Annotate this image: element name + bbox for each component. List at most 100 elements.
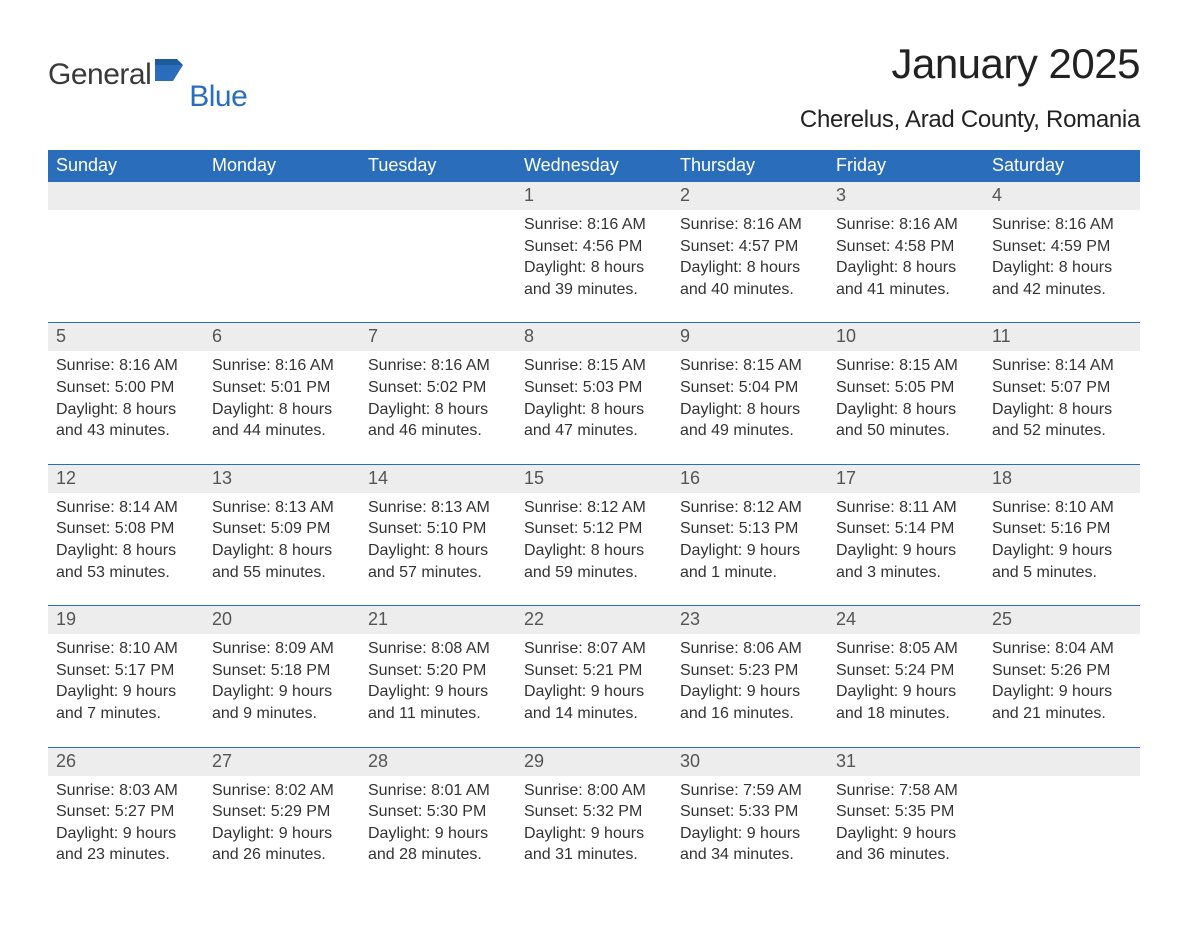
day-data: Sunrise: 8:15 AMSunset: 5:04 PMDaylight:… — [672, 351, 828, 441]
sunrise-line: Sunrise: 8:14 AM — [56, 497, 196, 519]
calendar-cell — [984, 747, 1140, 888]
calendar-cell: 2Sunrise: 8:16 AMSunset: 4:57 PMDaylight… — [672, 182, 828, 323]
day-data: Sunrise: 8:07 AMSunset: 5:21 PMDaylight:… — [516, 634, 672, 724]
calendar-cell: 7Sunrise: 8:16 AMSunset: 5:02 PMDaylight… — [360, 323, 516, 464]
sunset-line: Sunset: 5:02 PM — [368, 377, 508, 399]
sunset-line: Sunset: 5:20 PM — [368, 660, 508, 682]
calendar-body: 1Sunrise: 8:16 AMSunset: 4:56 PMDaylight… — [48, 182, 1140, 888]
dayhdr-monday: Monday — [204, 150, 360, 182]
calendar-table: Sunday Monday Tuesday Wednesday Thursday… — [48, 150, 1140, 888]
daylight-line-1: Daylight: 8 hours — [524, 540, 664, 562]
sunrise-line: Sunrise: 8:16 AM — [680, 214, 820, 236]
sunrise-line: Sunrise: 8:01 AM — [368, 780, 508, 802]
calendar-header-row: Sunday Monday Tuesday Wednesday Thursday… — [48, 150, 1140, 182]
calendar-cell: 28Sunrise: 8:01 AMSunset: 5:30 PMDayligh… — [360, 747, 516, 888]
day-data: Sunrise: 8:05 AMSunset: 5:24 PMDaylight:… — [828, 634, 984, 724]
day-number: 20 — [204, 606, 360, 634]
daylight-line-2: and 57 minutes. — [368, 562, 508, 584]
day-number: 3 — [828, 182, 984, 210]
sunset-line: Sunset: 4:57 PM — [680, 236, 820, 258]
sunrise-line: Sunrise: 8:07 AM — [524, 638, 664, 660]
sunrise-line: Sunrise: 8:12 AM — [680, 497, 820, 519]
daylight-line-2: and 23 minutes. — [56, 844, 196, 866]
daylight-line-2: and 50 minutes. — [836, 420, 976, 442]
day-number: 7 — [360, 323, 516, 351]
day-number: 21 — [360, 606, 516, 634]
day-data: Sunrise: 8:14 AMSunset: 5:08 PMDaylight:… — [48, 493, 204, 583]
day-data: Sunrise: 7:58 AMSunset: 5:35 PMDaylight:… — [828, 776, 984, 866]
calendar-cell: 16Sunrise: 8:12 AMSunset: 5:13 PMDayligh… — [672, 464, 828, 605]
daylight-line-2: and 55 minutes. — [212, 562, 352, 584]
logo-flag-icon — [155, 59, 193, 86]
daylight-line-1: Daylight: 8 hours — [992, 257, 1132, 279]
dayhdr-thursday: Thursday — [672, 150, 828, 182]
calendar-cell: 17Sunrise: 8:11 AMSunset: 5:14 PMDayligh… — [828, 464, 984, 605]
daylight-line-1: Daylight: 9 hours — [836, 681, 976, 703]
sunset-line: Sunset: 5:12 PM — [524, 518, 664, 540]
day-data: Sunrise: 8:00 AMSunset: 5:32 PMDaylight:… — [516, 776, 672, 866]
daylight-line-1: Daylight: 9 hours — [992, 540, 1132, 562]
title-block: January 2025 Cherelus, Arad County, Roma… — [800, 40, 1140, 134]
day-number: 26 — [48, 748, 204, 776]
daylight-line-1: Daylight: 8 hours — [56, 540, 196, 562]
daylight-line-1: Daylight: 9 hours — [680, 540, 820, 562]
daylight-line-1: Daylight: 8 hours — [680, 399, 820, 421]
day-number-empty — [204, 182, 360, 210]
calendar-cell: 19Sunrise: 8:10 AMSunset: 5:17 PMDayligh… — [48, 606, 204, 747]
daylight-line-2: and 1 minute. — [680, 562, 820, 584]
day-number: 17 — [828, 465, 984, 493]
calendar-cell: 10Sunrise: 8:15 AMSunset: 5:05 PMDayligh… — [828, 323, 984, 464]
daylight-line-2: and 31 minutes. — [524, 844, 664, 866]
location-title: Cherelus, Arad County, Romania — [800, 106, 1140, 134]
day-number: 31 — [828, 748, 984, 776]
day-data: Sunrise: 8:11 AMSunset: 5:14 PMDaylight:… — [828, 493, 984, 583]
day-data: Sunrise: 8:12 AMSunset: 5:12 PMDaylight:… — [516, 493, 672, 583]
daylight-line-1: Daylight: 9 hours — [56, 823, 196, 845]
daylight-line-1: Daylight: 9 hours — [56, 681, 196, 703]
sunset-line: Sunset: 5:05 PM — [836, 377, 976, 399]
daylight-line-1: Daylight: 9 hours — [524, 823, 664, 845]
sunset-line: Sunset: 5:01 PM — [212, 377, 352, 399]
daylight-line-1: Daylight: 8 hours — [680, 257, 820, 279]
day-number-empty — [360, 182, 516, 210]
sunrise-line: Sunrise: 8:16 AM — [524, 214, 664, 236]
sunrise-line: Sunrise: 8:08 AM — [368, 638, 508, 660]
day-data: Sunrise: 8:15 AMSunset: 5:03 PMDaylight:… — [516, 351, 672, 441]
daylight-line-2: and 9 minutes. — [212, 703, 352, 725]
daylight-line-1: Daylight: 8 hours — [836, 257, 976, 279]
sunset-line: Sunset: 5:00 PM — [56, 377, 196, 399]
sunrise-line: Sunrise: 8:15 AM — [524, 355, 664, 377]
day-number: 11 — [984, 323, 1140, 351]
day-data: Sunrise: 8:12 AMSunset: 5:13 PMDaylight:… — [672, 493, 828, 583]
day-number: 29 — [516, 748, 672, 776]
daylight-line-2: and 14 minutes. — [524, 703, 664, 725]
daylight-line-2: and 52 minutes. — [992, 420, 1132, 442]
calendar-cell: 22Sunrise: 8:07 AMSunset: 5:21 PMDayligh… — [516, 606, 672, 747]
calendar-cell — [48, 182, 204, 323]
sunset-line: Sunset: 5:04 PM — [680, 377, 820, 399]
sunset-line: Sunset: 5:27 PM — [56, 801, 196, 823]
daylight-line-2: and 46 minutes. — [368, 420, 508, 442]
calendar-cell: 25Sunrise: 8:04 AMSunset: 5:26 PMDayligh… — [984, 606, 1140, 747]
daylight-line-2: and 5 minutes. — [992, 562, 1132, 584]
day-data: Sunrise: 8:08 AMSunset: 5:20 PMDaylight:… — [360, 634, 516, 724]
sunset-line: Sunset: 5:16 PM — [992, 518, 1132, 540]
sunrise-line: Sunrise: 8:15 AM — [836, 355, 976, 377]
daylight-line-1: Daylight: 8 hours — [56, 399, 196, 421]
sunset-line: Sunset: 4:59 PM — [992, 236, 1132, 258]
sunset-line: Sunset: 5:13 PM — [680, 518, 820, 540]
day-data: Sunrise: 8:14 AMSunset: 5:07 PMDaylight:… — [984, 351, 1140, 441]
daylight-line-1: Daylight: 8 hours — [368, 399, 508, 421]
calendar-cell: 8Sunrise: 8:15 AMSunset: 5:03 PMDaylight… — [516, 323, 672, 464]
day-number: 4 — [984, 182, 1140, 210]
daylight-line-2: and 3 minutes. — [836, 562, 976, 584]
day-number: 25 — [984, 606, 1140, 634]
daylight-line-2: and 28 minutes. — [368, 844, 508, 866]
day-data: Sunrise: 7:59 AMSunset: 5:33 PMDaylight:… — [672, 776, 828, 866]
daylight-line-2: and 41 minutes. — [836, 279, 976, 301]
calendar-cell: 30Sunrise: 7:59 AMSunset: 5:33 PMDayligh… — [672, 747, 828, 888]
calendar-week: 5Sunrise: 8:16 AMSunset: 5:00 PMDaylight… — [48, 323, 1140, 464]
sunrise-line: Sunrise: 8:16 AM — [212, 355, 352, 377]
dayhdr-sunday: Sunday — [48, 150, 204, 182]
calendar-page: General Blue January 2025 Cherelus, Arad… — [0, 0, 1188, 936]
